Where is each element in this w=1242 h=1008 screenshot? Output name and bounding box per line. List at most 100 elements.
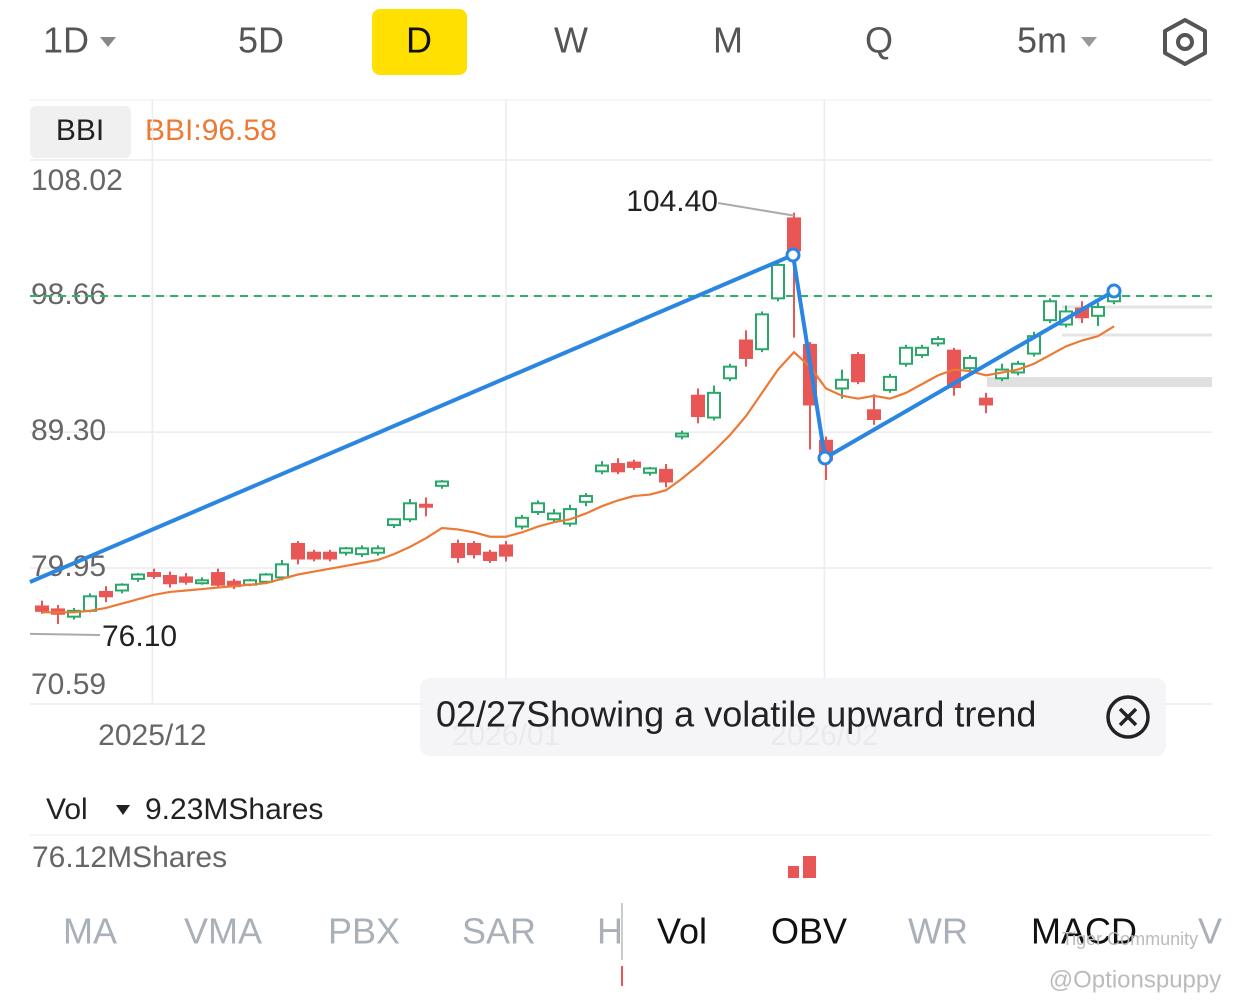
candle-body: [67, 609, 81, 618]
candle-body: [499, 544, 513, 557]
volume-label: Vol: [46, 793, 88, 826]
candle-body: [115, 583, 129, 592]
tooltip-close[interactable]: [1106, 695, 1150, 739]
candle-body: [787, 217, 801, 252]
candle-body: [643, 467, 657, 474]
dropdown-arrow: [100, 37, 116, 47]
y-tick-label: 108.02: [31, 164, 123, 197]
indicator-tab[interactable]: Vol: [657, 911, 707, 952]
drawing-handle[interactable]: [785, 247, 801, 263]
candle-body: [611, 463, 625, 473]
candle-body: [355, 547, 369, 556]
watermark: Tiger Community: [1062, 929, 1198, 949]
time-tab[interactable]: 5m: [1017, 20, 1067, 61]
candle-body: [627, 461, 641, 468]
indicator-value: BBI:96.58: [145, 114, 277, 147]
candle-body: [451, 542, 465, 559]
candle-body: [915, 346, 929, 357]
candle-body: [99, 590, 113, 598]
y-tick-label: 89.30: [31, 414, 106, 447]
selected-tab-bg: [372, 9, 467, 75]
time-tab[interactable]: 5D: [238, 20, 284, 61]
candle-body: [963, 356, 977, 370]
candle-body: [515, 516, 529, 528]
candle-body: [483, 551, 497, 561]
indicator-tab[interactable]: VMA: [184, 911, 262, 952]
candle-body: [739, 339, 753, 359]
bbi-line: [42, 325, 1115, 614]
candle-body: [1043, 300, 1057, 322]
indicator-tab[interactable]: WR: [908, 911, 968, 952]
candle-body: [387, 518, 401, 527]
candle-body: [163, 574, 177, 585]
time-tab[interactable]: Q: [865, 20, 893, 61]
volume-bar: [788, 866, 799, 878]
time-tab[interactable]: W: [554, 20, 588, 61]
dropdown-arrow: [116, 805, 130, 815]
candle-body: [675, 432, 689, 438]
candle-body: [755, 313, 769, 351]
settings-icon[interactable]: [1163, 18, 1207, 66]
y-tick-label: 98.66: [31, 278, 106, 311]
time-tab[interactable]: 1D: [43, 20, 89, 61]
range-marker: [987, 377, 1212, 387]
candle-body: [547, 512, 561, 521]
annotation-leader: [29, 632, 101, 636]
volume-bar: [803, 856, 816, 878]
volume-max: 76.12MShares: [32, 841, 227, 874]
candle-body: [883, 375, 897, 391]
candle-body: [131, 573, 145, 580]
candle-body: [403, 502, 417, 521]
candle-body: [195, 579, 209, 585]
tooltip-bg: [420, 678, 1166, 756]
drawing-handle[interactable]: [1106, 283, 1122, 299]
indicator-tab[interactable]: PBX: [328, 911, 400, 952]
indicator-tab[interactable]: H: [597, 911, 623, 952]
candle-body: [563, 508, 577, 525]
candle-body: [35, 605, 49, 612]
candle-body: [419, 503, 433, 508]
candle-body: [835, 378, 849, 390]
candle-body: [307, 551, 321, 560]
candle-body: [211, 572, 225, 586]
indicator-tab[interactable]: SAR: [462, 911, 536, 952]
annotation-leader: [717, 202, 795, 217]
indicator-tab[interactable]: V: [1198, 911, 1222, 952]
indicator-name: BBI: [56, 114, 104, 147]
candle-body: [147, 572, 161, 577]
annotation-label: 76.10: [102, 620, 177, 653]
candle-body: [723, 365, 737, 380]
candle-body: [435, 480, 449, 487]
candle-body: [707, 391, 721, 419]
candle-body: [595, 464, 609, 473]
indicator-tab[interactable]: OBV: [771, 911, 847, 952]
y-tick-label: 70.59: [31, 668, 106, 701]
annotation-label: 104.40: [626, 185, 718, 218]
candle-body: [979, 397, 993, 406]
candle-body: [83, 595, 97, 612]
candle-body: [659, 468, 673, 483]
candle-body: [467, 542, 481, 556]
time-tab[interactable]: D: [406, 20, 432, 61]
time-tab[interactable]: M: [713, 20, 743, 61]
candle-body: [371, 547, 385, 554]
candle-body: [339, 547, 353, 554]
watermark: @Optionspuppy: [1049, 966, 1221, 993]
tooltip-text: 02/27Showing a volatile upward trend: [436, 694, 1036, 735]
trend-drawing: [29, 252, 1116, 584]
candle-body: [1091, 306, 1105, 317]
candle-body: [579, 495, 593, 503]
volume-current: 9.23MShares: [145, 793, 323, 826]
dropdown-arrow: [1081, 37, 1097, 47]
indicator-tab[interactable]: MACD: [1031, 911, 1137, 952]
indicator-tab[interactable]: MA: [63, 911, 117, 952]
indicator-chip[interactable]: [30, 106, 131, 158]
candle-body: [179, 576, 193, 583]
candle-body: [691, 394, 705, 418]
candle-body: [771, 263, 785, 300]
candle-body: [899, 346, 913, 365]
drawing-handle[interactable]: [817, 450, 833, 466]
candle-body: [931, 338, 945, 345]
